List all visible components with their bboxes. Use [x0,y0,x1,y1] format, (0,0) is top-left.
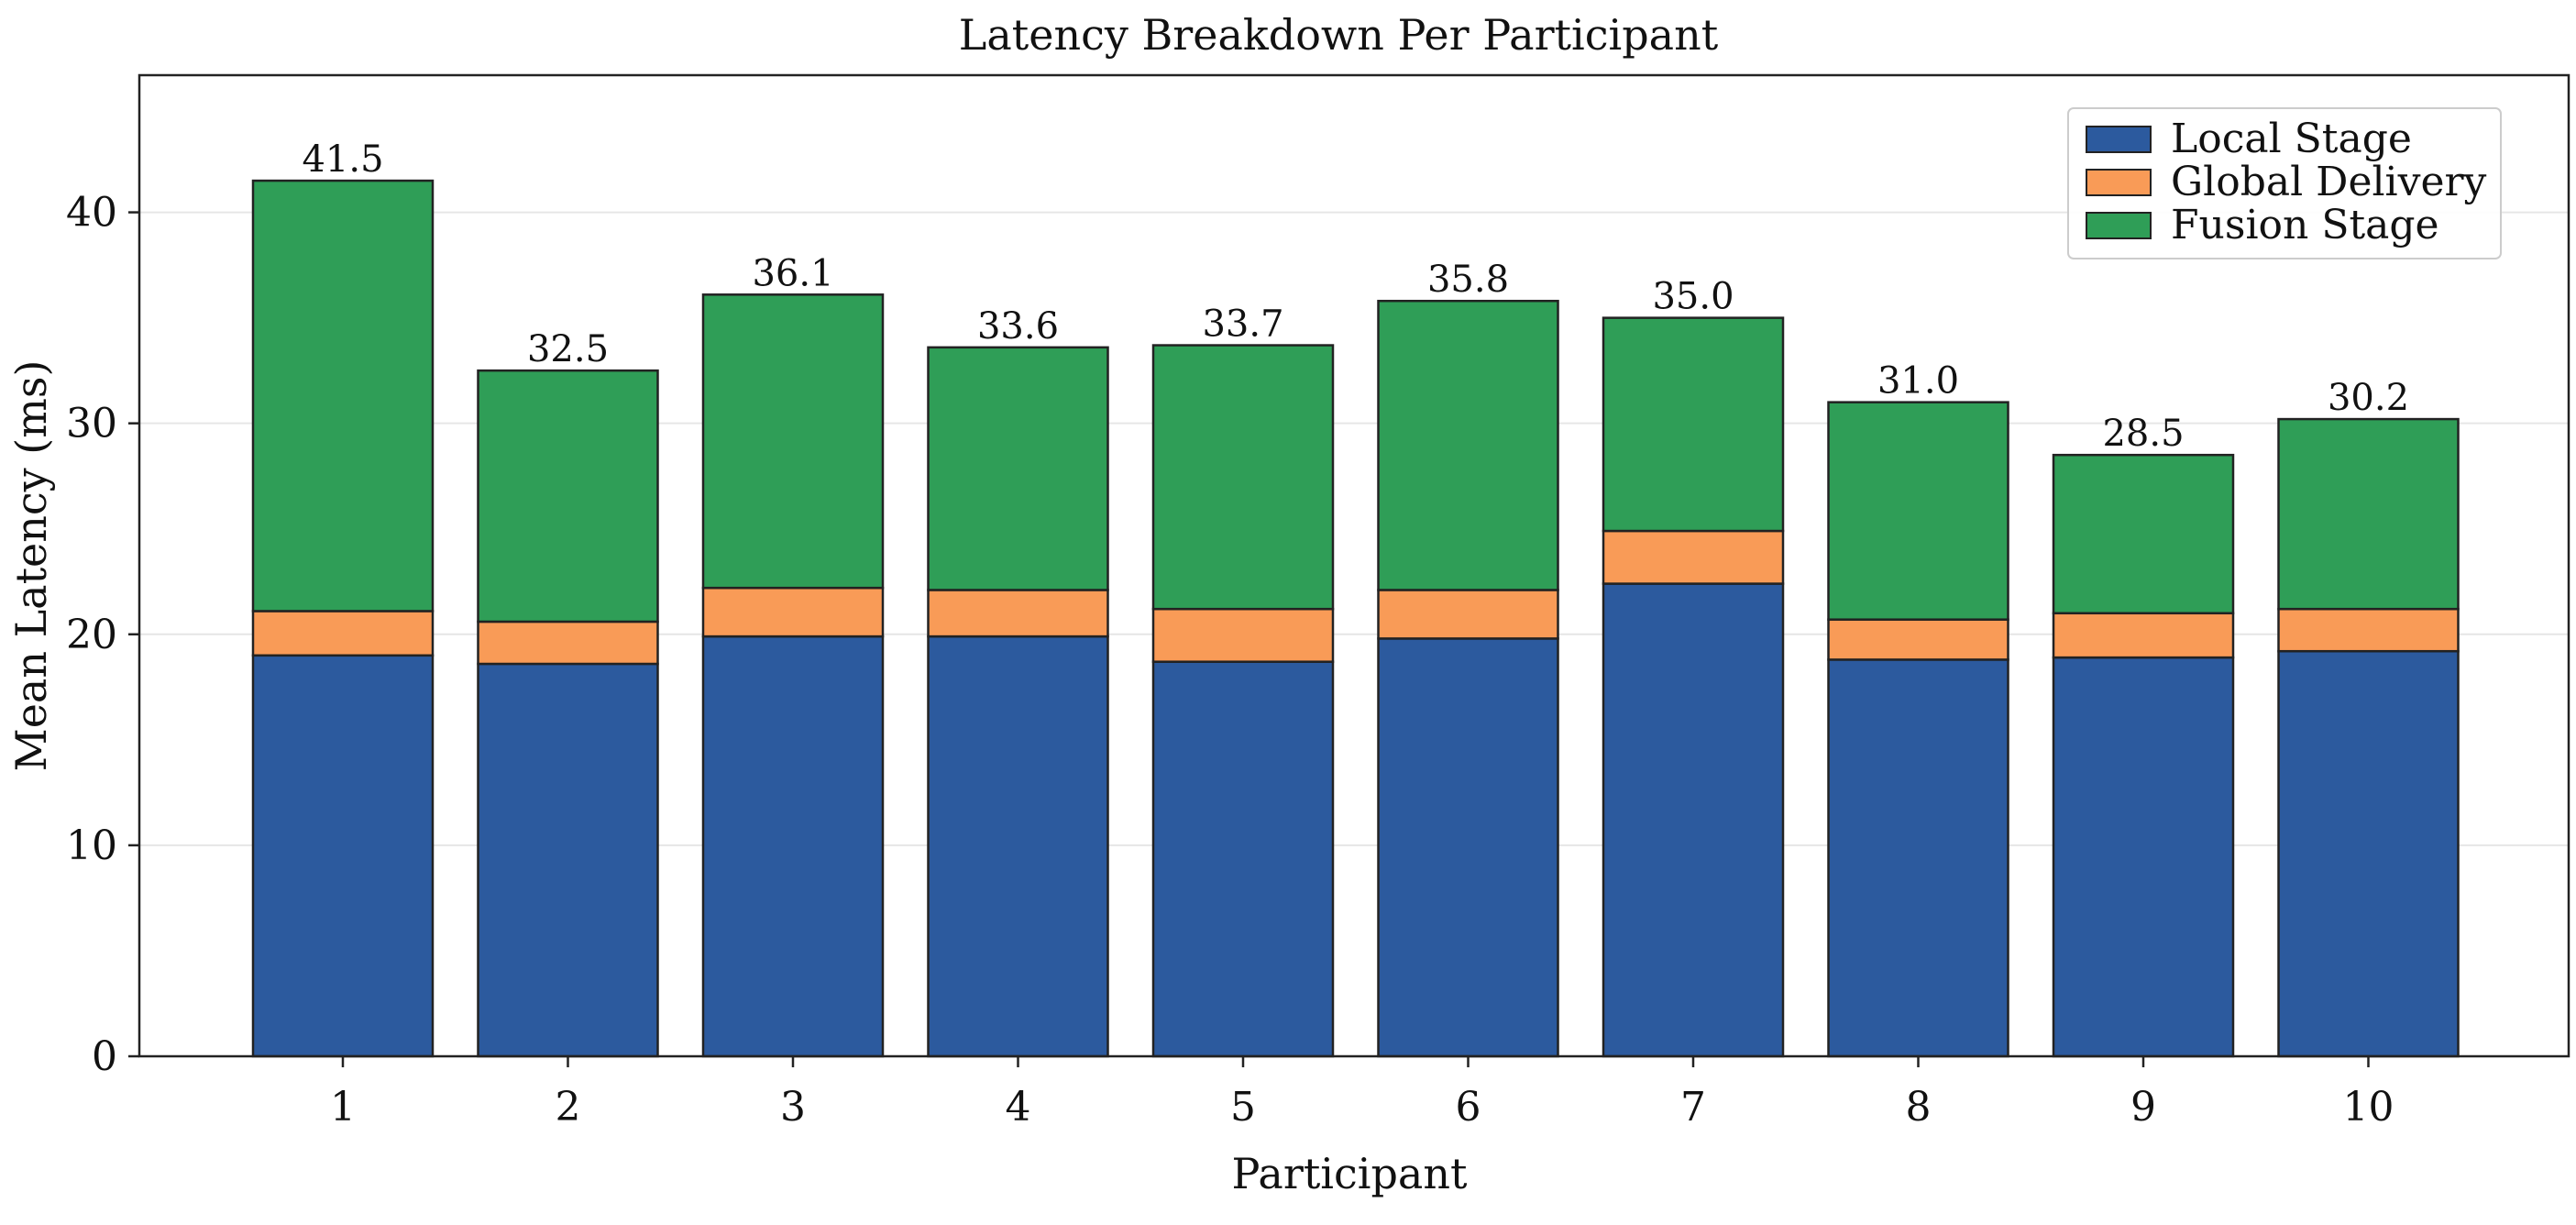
bar-fusion-stage-p8 [1827,401,2009,621]
x-tick-label-7: 7 [1680,1084,1706,1131]
x-axis: 1 2 3 4 5 6 7 8 9 10 [330,1056,2394,1131]
y-axis-label: Mean Latency (ms) [6,360,56,772]
x-tick-label-8: 8 [1906,1084,1932,1131]
legend-label-fusion-stage: Fusion Stage [2171,202,2439,248]
bar-fusion-stage-p7 [1602,316,1785,533]
bar-global-delivery-p10 [2277,607,2460,653]
y-axis: 0 10 20 30 40 [66,190,139,1080]
bar-global-delivery-p5 [1151,607,1335,663]
x-tick-label-10: 10 [2343,1084,2394,1131]
bar-fusion-stage-p5 [1151,344,1335,611]
bar-global-delivery-p8 [1827,618,2009,661]
y-tick-label-40: 40 [66,190,117,237]
bar-local-stage-p1 [251,654,435,1058]
bar-local-stage-p4 [927,635,1109,1058]
legend-swatch-local-stage [2086,126,2152,153]
bar-global-delivery-p1 [251,610,435,657]
x-tick-label-4: 4 [1006,1084,1031,1131]
bar-global-delivery-p3 [701,586,885,638]
legend-swatch-global-delivery [2086,169,2152,196]
total-label-p8: 31.0 [1877,360,1959,403]
legend-label-local-stage: Local Stage [2171,116,2412,162]
y-tick-label-30: 30 [66,401,117,447]
total-label-p4: 33.6 [977,305,1059,348]
bar-fusion-stage-p10 [2277,417,2460,611]
y-tick-label-10: 10 [66,822,117,869]
y-tick-label-0: 0 [92,1033,117,1080]
bar-global-delivery-p6 [1377,589,1559,640]
bar-fusion-stage-p4 [927,346,1109,591]
x-axis-label: Participant [1232,1149,1468,1198]
bar-local-stage-p5 [1151,660,1335,1058]
y-tick-label-20: 20 [66,612,117,658]
total-label-p5: 33.7 [1202,303,1283,346]
bar-global-delivery-p4 [927,589,1109,638]
bar-local-stage-p8 [1827,658,2009,1058]
bar-fusion-stage-p9 [2052,453,2235,615]
bar-fusion-stage-p3 [701,293,885,590]
x-tick-label-9: 9 [2130,1084,2156,1131]
legend-swatch-fusion-stage [2086,212,2152,239]
bars [251,179,2460,1058]
plot-frame [138,73,2570,1058]
legend-label-global-delivery: Global Delivery [2171,159,2487,205]
bar-global-delivery-p9 [2052,612,2235,659]
bar-local-stage-p6 [1377,637,1559,1058]
chart-title: Latency Breakdown Per Participant [959,10,1719,60]
bar-global-delivery-p7 [1602,529,1785,585]
bar-global-delivery-p2 [477,620,659,666]
x-tick-label-6: 6 [1456,1084,1481,1131]
bar-fusion-stage-p1 [251,179,435,612]
bar-local-stage-p3 [701,635,885,1058]
bar-fusion-stage-p6 [1377,299,1559,591]
total-label-p2: 32.5 [527,328,609,370]
data-labels: 41.5 32.5 36.1 33.6 33.7 35.8 35.0 31.0 28.5 30.2 [302,138,2409,455]
bar-local-stage-p10 [2277,649,2460,1058]
x-tick-label-2: 2 [556,1084,581,1131]
total-label-p1: 41.5 [302,138,383,181]
total-label-p6: 35.8 [1427,259,1509,301]
x-tick-label-1: 1 [330,1084,356,1131]
total-label-p10: 30.2 [2328,377,2409,419]
total-label-p9: 28.5 [2102,413,2184,455]
bar-local-stage-p7 [1602,582,1785,1058]
total-label-p3: 36.1 [752,252,833,294]
total-label-p7: 35.0 [1652,276,1734,318]
x-tick-label-3: 3 [780,1084,806,1131]
bar-local-stage-p9 [2052,656,2235,1058]
bar-fusion-stage-p2 [477,369,659,624]
legend-box [2067,107,2502,259]
x-tick-label-5: 5 [1230,1084,1256,1131]
bar-local-stage-p2 [477,662,659,1058]
